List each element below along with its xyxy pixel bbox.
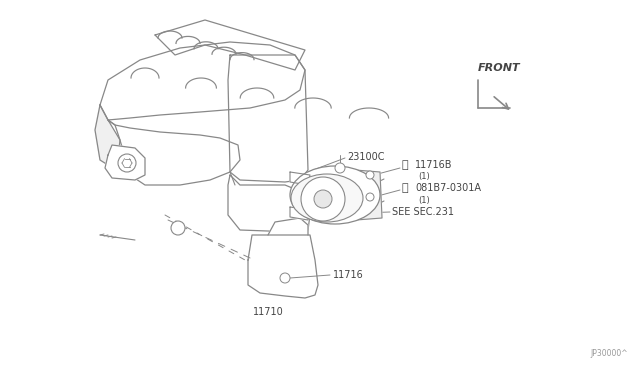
Ellipse shape [290,166,380,224]
Polygon shape [228,55,308,182]
Ellipse shape [291,174,363,222]
Text: 081B7-0301A: 081B7-0301A [415,183,481,193]
Polygon shape [228,175,310,232]
Polygon shape [105,145,145,180]
Circle shape [118,154,136,172]
Text: SEE SEC.231: SEE SEC.231 [392,207,454,217]
Circle shape [366,193,374,201]
Polygon shape [95,105,120,165]
Text: 11716: 11716 [333,270,364,280]
Text: (1): (1) [418,196,429,205]
Polygon shape [290,207,310,220]
Text: 11710: 11710 [253,307,284,317]
Circle shape [314,190,332,208]
Text: 23100C: 23100C [347,152,385,162]
Circle shape [335,163,345,173]
Text: Ⓢ: Ⓢ [402,160,408,170]
Circle shape [280,273,290,283]
Polygon shape [290,172,310,185]
Text: Ⓑ: Ⓑ [402,183,408,193]
Circle shape [366,171,374,179]
Text: JP30000^: JP30000^ [590,349,628,358]
Polygon shape [108,120,240,185]
Text: 11716B: 11716B [415,160,452,170]
Circle shape [171,221,185,235]
Text: (1): (1) [418,173,429,182]
Polygon shape [155,20,305,70]
Polygon shape [355,170,382,220]
Circle shape [301,177,345,221]
Polygon shape [248,235,318,298]
Polygon shape [268,218,308,235]
Polygon shape [100,42,305,120]
Text: FRONT: FRONT [478,63,520,73]
